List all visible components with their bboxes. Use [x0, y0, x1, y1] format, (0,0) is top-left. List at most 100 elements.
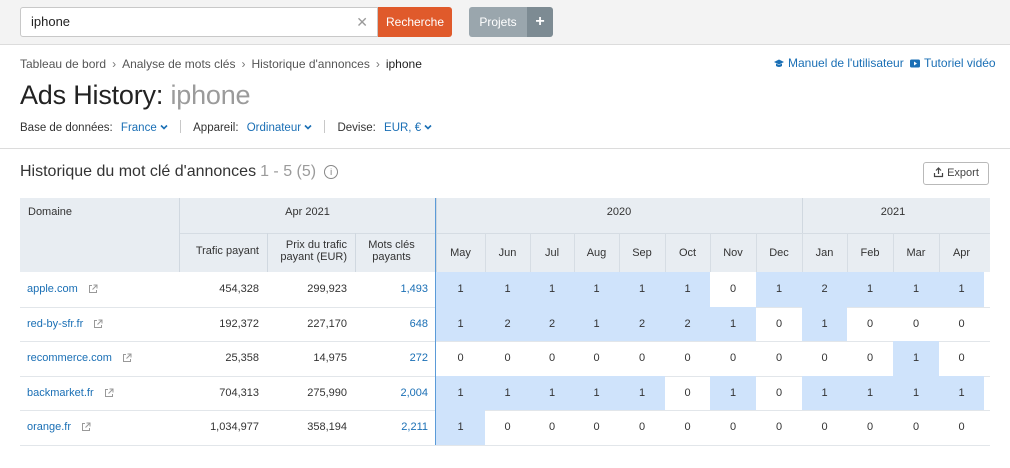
month-ad-count-cell[interactable]: 0 — [593, 352, 600, 364]
month-ad-count-cell[interactable]: 0 — [638, 352, 646, 364]
month-ad-count-cell[interactable]: 0 — [593, 421, 600, 433]
month-ad-count-cell[interactable]: 1 — [866, 283, 874, 295]
paid-keywords-link[interactable]: 2,211 — [401, 421, 428, 433]
month-ad-count-cell[interactable]: 0 — [821, 421, 828, 433]
column-header-domain: Domaine — [28, 206, 73, 218]
month-ad-count-cell[interactable]: 0 — [958, 317, 965, 330]
month-ad-count-cell[interactable]: 1 — [821, 317, 828, 330]
month-ad-count-cell[interactable]: 1 — [821, 386, 828, 399]
breadcrumb-item[interactable]: Historique d'annonces — [251, 57, 370, 71]
export-label: Export — [947, 167, 979, 179]
paid-keywords-link[interactable]: 648 — [409, 317, 428, 330]
month-ad-count-cell[interactable]: 0 — [821, 352, 828, 364]
external-link-icon[interactable] — [81, 422, 91, 432]
header-divider — [179, 233, 990, 234]
month-ad-count-cell[interactable]: 2 — [684, 317, 691, 330]
breadcrumb-item[interactable]: Analyse de mots clés — [122, 57, 236, 71]
month-ad-count-cell[interactable]: 0 — [729, 283, 737, 295]
database-select[interactable]: France — [121, 122, 168, 134]
month-ad-count-cell[interactable]: 2 — [821, 283, 828, 295]
clear-icon[interactable]: ✕ — [356, 14, 368, 30]
month-ad-count-cell[interactable]: 1 — [912, 386, 920, 399]
month-ad-count-cell[interactable]: 1 — [729, 386, 737, 399]
domain-link[interactable]: red-by-sfr.fr — [27, 317, 84, 330]
device-select[interactable]: Ordinateur — [247, 122, 312, 134]
month-ad-count-cell[interactable]: 1 — [457, 386, 464, 399]
month-ad-count-cell[interactable]: 0 — [729, 421, 737, 433]
month-ad-count-cell[interactable]: 2 — [638, 317, 646, 330]
month-ad-count-cell[interactable]: 1 — [912, 352, 920, 364]
search-button[interactable]: Recherche — [378, 7, 452, 37]
month-ad-count-cell[interactable]: 1 — [775, 283, 783, 295]
month-ad-count-cell[interactable]: 0 — [684, 421, 691, 433]
month-ad-count-cell[interactable]: 1 — [504, 283, 511, 295]
external-link-icon[interactable] — [104, 388, 114, 398]
month-ad-count-cell[interactable]: 1 — [548, 283, 556, 295]
month-ad-count-cell[interactable]: 0 — [729, 352, 737, 364]
month-ad-count-cell[interactable]: 0 — [684, 352, 691, 364]
month-ad-count-cell[interactable]: 0 — [775, 386, 783, 399]
month-ad-count-cell[interactable]: 0 — [548, 352, 556, 364]
month-ad-count-cell[interactable]: 0 — [638, 421, 646, 433]
paid-keywords-link[interactable]: 1,493 — [400, 283, 428, 295]
month-ad-count-cell[interactable]: 1 — [457, 317, 464, 330]
domain-link[interactable]: apple.com — [27, 283, 78, 295]
domain-link[interactable]: backmarket.fr — [27, 386, 94, 399]
month-ad-count-cell[interactable]: 0 — [958, 421, 965, 433]
month-ad-count-cell[interactable]: 0 — [866, 352, 874, 364]
projects-label[interactable]: Projets — [469, 7, 527, 37]
month-header: Jan — [815, 247, 834, 259]
month-ad-count-cell[interactable]: 1 — [504, 386, 511, 399]
month-ad-count-cell[interactable]: 0 — [866, 317, 874, 330]
projects-button[interactable]: Projets + — [469, 7, 553, 37]
external-link-icon[interactable] — [122, 353, 132, 363]
month-ad-count-cell[interactable]: 1 — [638, 386, 646, 399]
month-ad-count-cell[interactable]: 1 — [593, 283, 600, 295]
month-ad-count-cell[interactable]: 1 — [638, 283, 646, 295]
month-ad-count-cell[interactable]: 0 — [684, 386, 691, 399]
month-ad-count-cell[interactable]: 0 — [775, 352, 783, 364]
month-cell-highlight — [893, 272, 939, 307]
month-ad-count-cell[interactable]: 0 — [866, 421, 874, 433]
month-ad-count-cell[interactable]: 2 — [548, 317, 556, 330]
month-ad-count-cell[interactable]: 2 — [504, 317, 511, 330]
paid-keywords-link[interactable]: 2,004 — [400, 386, 428, 399]
month-cell-highlight — [436, 375, 485, 410]
month-ad-count-cell[interactable]: 0 — [912, 317, 920, 330]
month-ad-count-cell[interactable]: 0 — [775, 317, 783, 330]
month-cell-highlight — [619, 272, 665, 307]
month-ad-count-cell[interactable]: 1 — [548, 386, 556, 399]
breadcrumb-item[interactable]: Tableau de bord — [20, 57, 107, 71]
user-manual-link[interactable]: Manuel de l'utilisateur — [774, 56, 904, 70]
month-ad-count-cell[interactable]: 1 — [729, 317, 737, 330]
month-ad-count-cell[interactable]: 0 — [912, 421, 920, 433]
external-link-icon[interactable] — [93, 319, 103, 329]
month-header: Nov — [723, 247, 743, 259]
month-ad-count-cell[interactable]: 1 — [684, 283, 691, 295]
month-ad-count-cell[interactable]: 1 — [866, 386, 874, 399]
month-ad-count-cell[interactable]: 1 — [593, 317, 600, 330]
paid-keywords-link[interactable]: 272 — [409, 352, 428, 364]
month-cell-highlight — [436, 410, 485, 445]
month-ad-count-cell[interactable]: 0 — [958, 352, 965, 364]
video-tutorial-link[interactable]: Tutoriel vidéo — [910, 56, 996, 70]
external-link-icon[interactable] — [88, 284, 98, 294]
month-ad-count-cell[interactable]: 1 — [457, 283, 464, 295]
month-ad-count-cell[interactable]: 0 — [775, 421, 783, 433]
month-ad-count-cell[interactable]: 1 — [958, 283, 965, 295]
month-ad-count-cell[interactable]: 0 — [457, 352, 464, 364]
month-ad-count-cell[interactable]: 1 — [958, 386, 965, 399]
month-ad-count-cell[interactable]: 0 — [504, 352, 511, 364]
month-ad-count-cell[interactable]: 1 — [593, 386, 600, 399]
export-button[interactable]: Export — [923, 162, 989, 185]
month-ad-count-cell[interactable]: 1 — [457, 421, 464, 433]
domain-link[interactable]: recommerce.com — [27, 352, 112, 364]
month-ad-count-cell[interactable]: 0 — [548, 421, 556, 433]
add-project-button[interactable]: + — [527, 7, 553, 37]
currency-select[interactable]: EUR, € — [384, 122, 432, 134]
month-ad-count-cell[interactable]: 1 — [912, 283, 920, 295]
domain-link[interactable]: orange.fr — [27, 421, 72, 433]
info-icon[interactable]: i — [324, 165, 339, 179]
search-input[interactable] — [31, 14, 351, 29]
month-ad-count-cell[interactable]: 0 — [504, 421, 511, 433]
